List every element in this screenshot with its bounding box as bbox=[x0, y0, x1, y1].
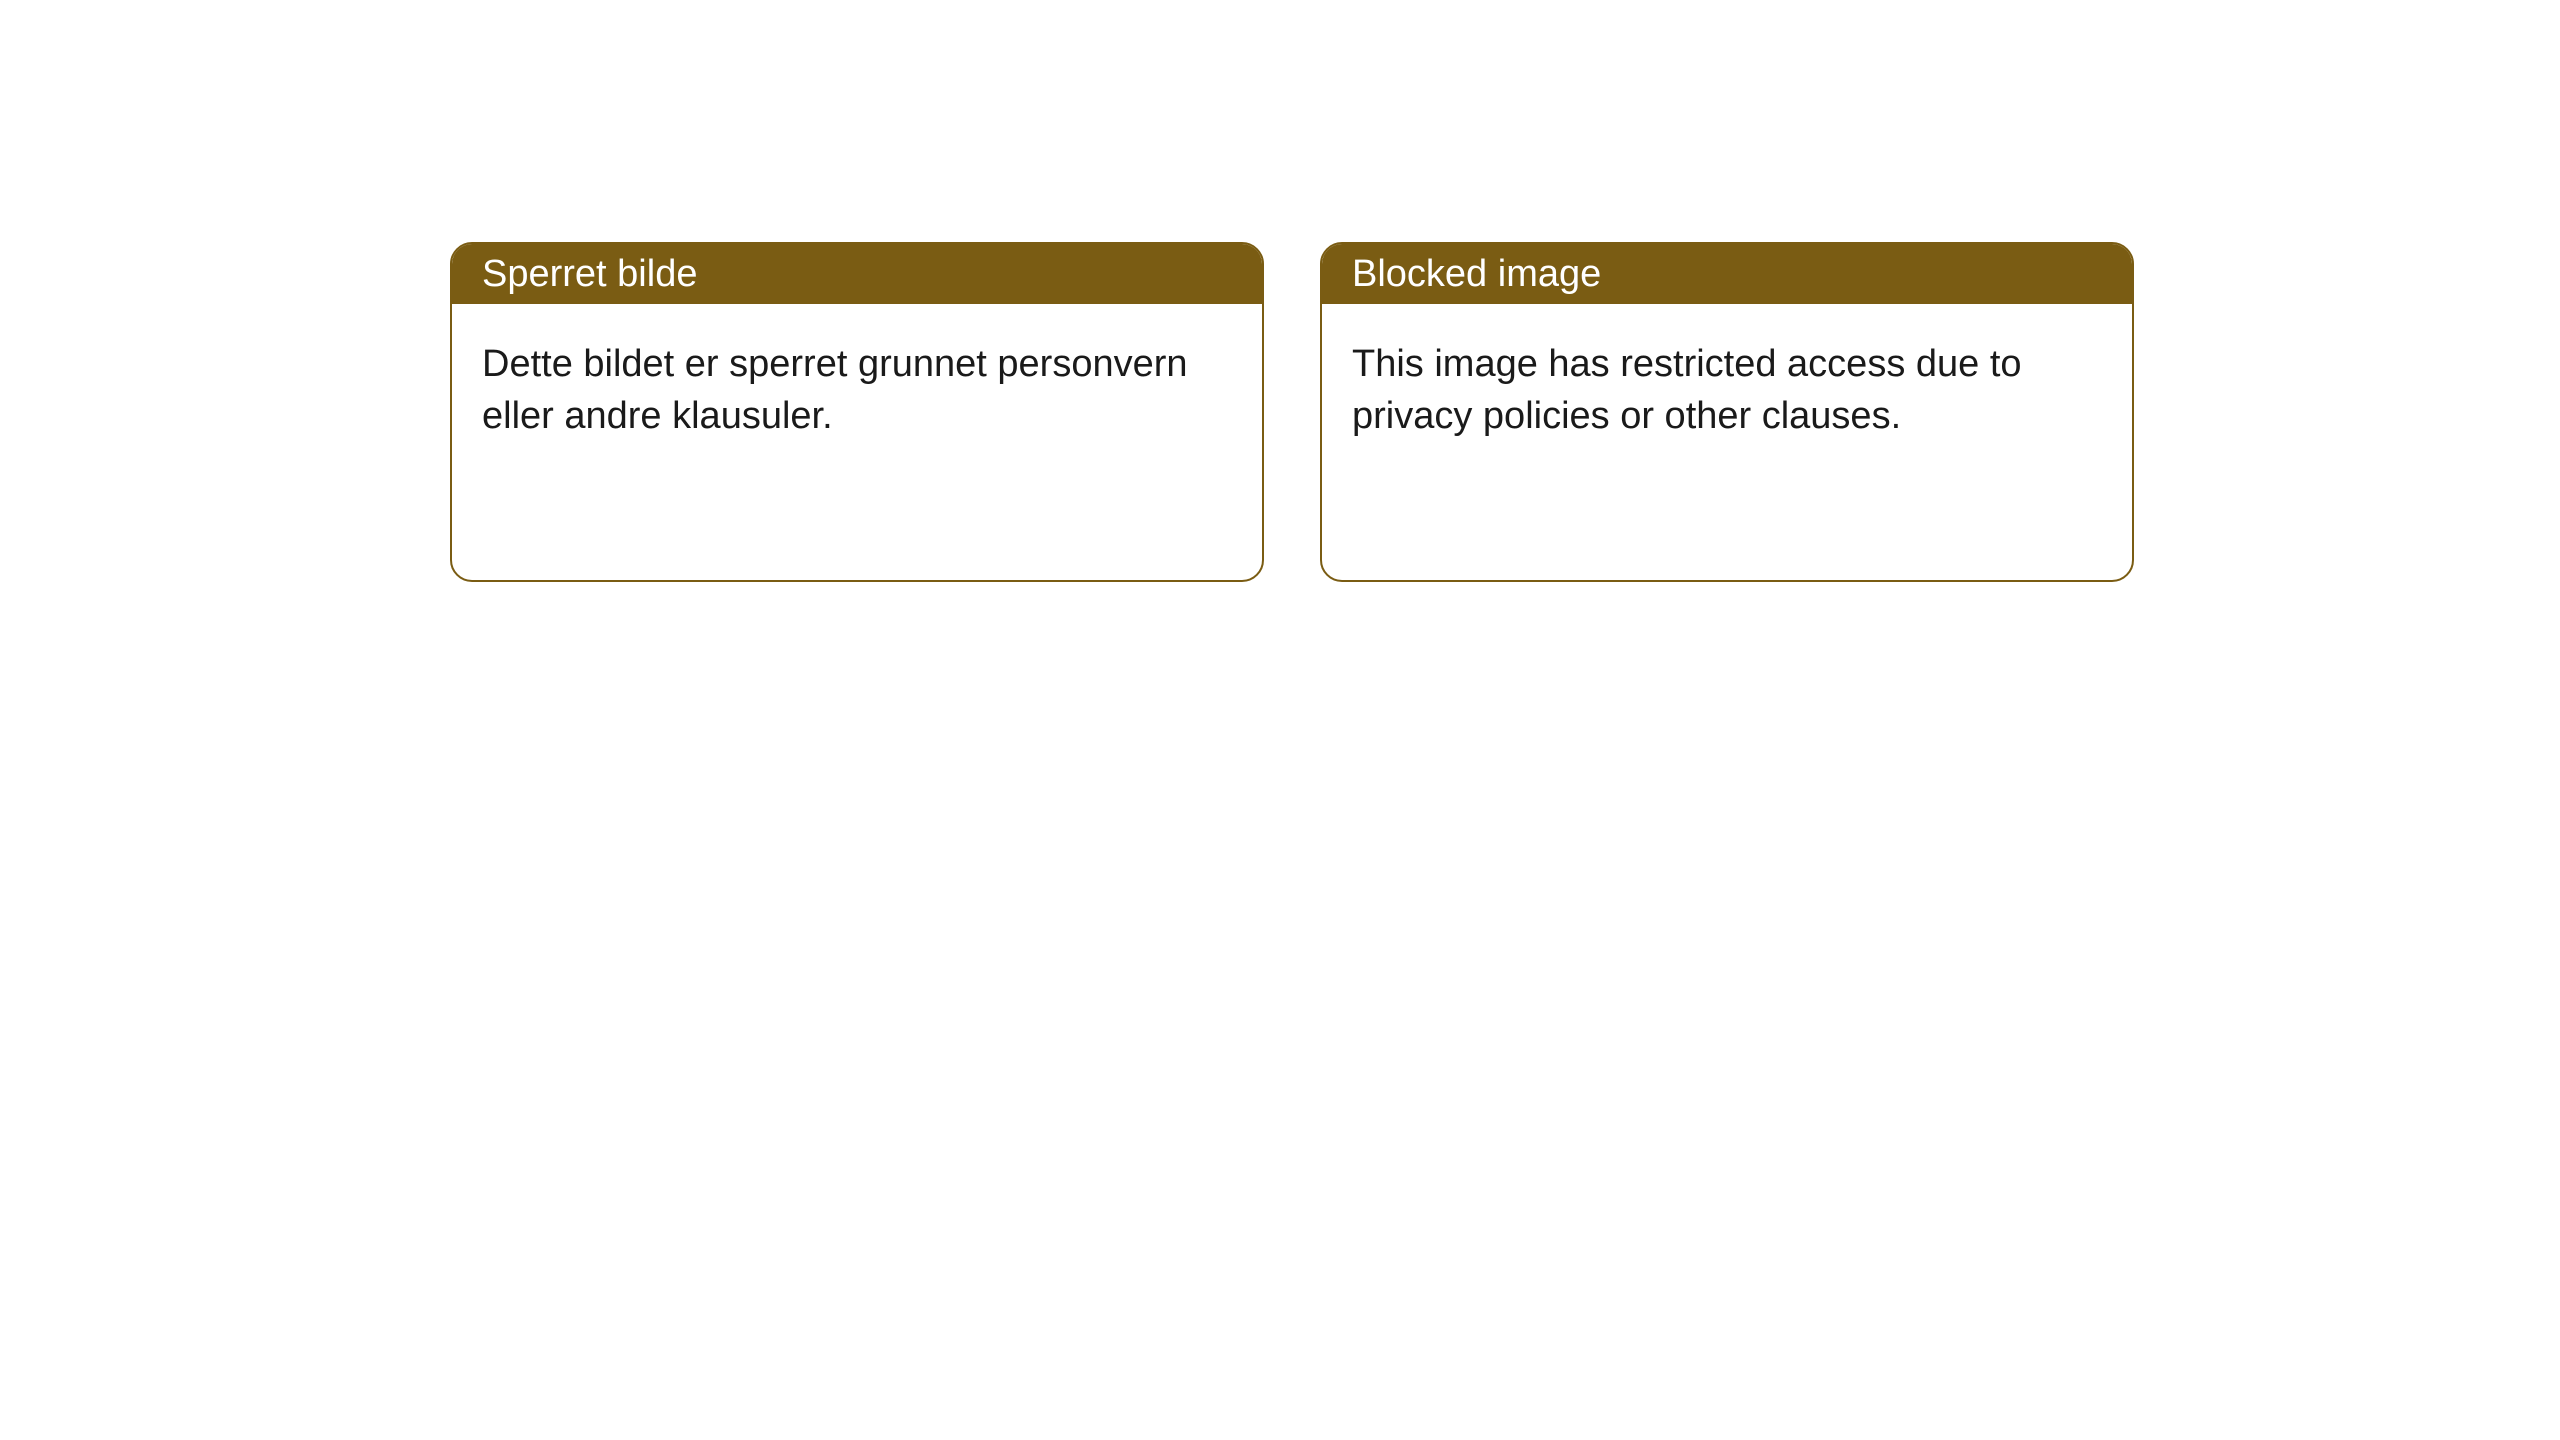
notice-card-norwegian: Sperret bilde Dette bildet er sperret gr… bbox=[450, 242, 1264, 582]
notice-card-english: Blocked image This image has restricted … bbox=[1320, 242, 2134, 582]
card-title: Sperret bilde bbox=[482, 253, 697, 296]
card-title: Blocked image bbox=[1352, 253, 1601, 296]
notice-container: Sperret bilde Dette bildet er sperret gr… bbox=[450, 242, 2134, 582]
card-body-text: Dette bildet er sperret grunnet personve… bbox=[482, 343, 1188, 437]
card-body-text: This image has restricted access due to … bbox=[1352, 343, 2022, 437]
card-header: Blocked image bbox=[1322, 244, 2132, 304]
card-body: This image has restricted access due to … bbox=[1322, 304, 2132, 476]
card-header: Sperret bilde bbox=[452, 244, 1262, 304]
card-body: Dette bildet er sperret grunnet personve… bbox=[452, 304, 1262, 476]
